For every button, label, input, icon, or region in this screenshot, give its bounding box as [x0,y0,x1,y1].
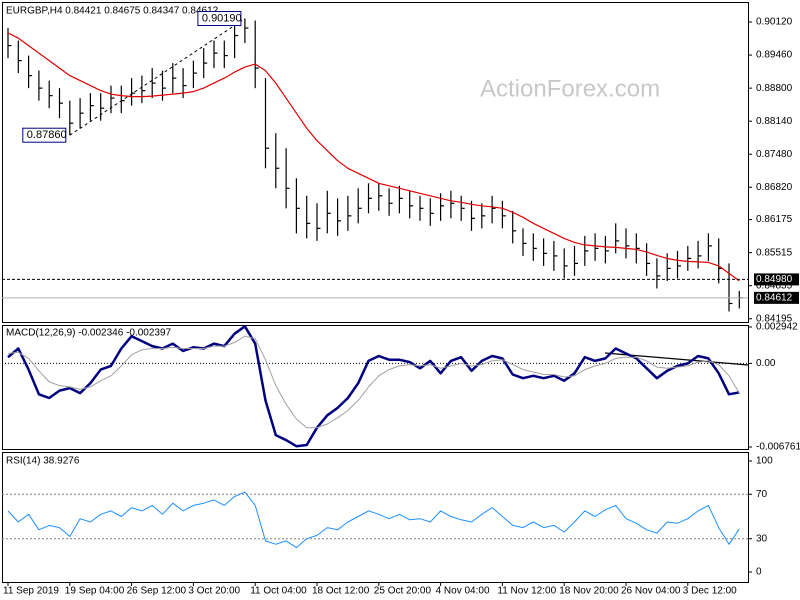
series-line [7,491,740,549]
x-tick-label: 25 Oct 20:00 [374,586,432,597]
y-tick-label: 0 [756,567,762,578]
annotation-box [22,127,67,143]
y-tick-label: 0.84195 [756,313,793,324]
y-tick-label: 0.86820 [756,182,793,193]
y-tick-label: 0.84855 [756,280,793,291]
series-line [7,335,740,429]
price-label: 0.84612 [756,293,793,304]
rsi-panel [2,452,749,583]
price-label: 0.84980 [756,274,793,285]
x-tick-label: 4 Nov 04:00 [436,586,490,597]
watermark: ActionForex.com [480,75,660,102]
x-tick-label: 11 Sep 2019 [3,586,59,597]
series-line [7,325,740,448]
y-tick-label: 0.00 [756,358,776,369]
x-tick-label: 11 Nov 12:00 [497,586,556,597]
annotation-label: 0.87860 [27,129,67,141]
x-tick-label: 26 Sep 12:00 [127,586,187,597]
trendline [69,18,246,136]
y-tick-label: 0.89460 [756,50,793,61]
x-tick-label: 3 Oct 20:00 [188,586,240,597]
macd-panel [2,325,749,450]
price-label-box [754,291,799,304]
annotation-box [197,11,242,27]
x-tick-label: 26 Nov 04:00 [621,586,681,597]
y-tick-label: 0.002942 [756,322,798,333]
annotation-label: 0.90190 [202,12,242,24]
y-tick-label: 70 [756,489,768,500]
price-label-box [754,273,799,286]
price-panel [2,2,749,323]
x-tick-label: 18 Oct 12:00 [312,586,370,597]
y-tick-label: 0.85515 [756,247,793,258]
y-tick-label: -0.006761 [756,442,800,453]
rsi-title: RSI(14) 38.9276 [6,456,80,467]
y-tick-label: 100 [756,456,773,467]
y-tick-label: 0.90120 [756,17,793,28]
macd-title: MACD(12,26,9) -0.002346 -0.002397 [6,328,172,339]
x-tick-label: 18 Nov 20:00 [559,586,619,597]
series-line [7,32,740,282]
y-tick-label: 0.88140 [756,116,793,127]
y-tick-label: 0.88800 [756,83,793,94]
x-tick-label: 3 Dec 12:00 [683,586,737,597]
y-tick-label: 30 [756,533,768,544]
y-tick-label: 0.86175 [756,214,793,225]
x-tick-label: 11 Oct 04:00 [250,586,307,597]
y-tick-label: 0.87480 [756,149,793,160]
x-tick-label: 19 Sep 04:00 [65,586,125,597]
price-title: EURGBP,H4 0.84421 0.84675 0.84347 0.8461… [6,6,219,17]
